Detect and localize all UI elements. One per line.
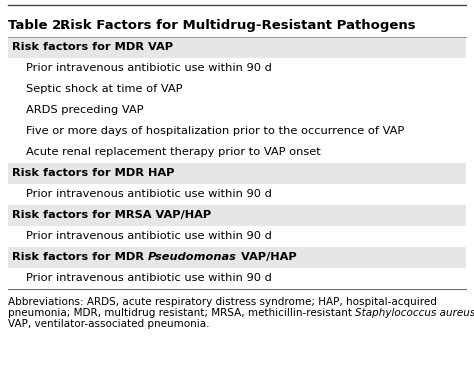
Text: Risk factors for MDR HAP: Risk factors for MDR HAP bbox=[12, 168, 174, 178]
Bar bbox=[8, 163, 466, 184]
Bar bbox=[8, 58, 466, 79]
Bar bbox=[8, 79, 466, 100]
Bar bbox=[8, 37, 466, 58]
Bar bbox=[8, 205, 466, 226]
Text: Risk factors for MRSA VAP/HAP: Risk factors for MRSA VAP/HAP bbox=[12, 210, 211, 220]
Text: Prior intravenous antibiotic use within 90 d: Prior intravenous antibiotic use within … bbox=[26, 63, 272, 73]
Text: Prior intravenous antibiotic use within 90 d: Prior intravenous antibiotic use within … bbox=[26, 273, 272, 283]
Text: VAP, ventilator-associated pneumonia.: VAP, ventilator-associated pneumonia. bbox=[8, 319, 210, 329]
Text: Risk factors for MDR: Risk factors for MDR bbox=[12, 252, 148, 262]
Text: Abbreviations: ARDS, acute respiratory distress syndrome; HAP, hospital-acquired: Abbreviations: ARDS, acute respiratory d… bbox=[8, 297, 437, 307]
Text: Septic shock at time of VAP: Septic shock at time of VAP bbox=[26, 84, 182, 94]
Bar bbox=[8, 184, 466, 205]
Bar bbox=[8, 247, 466, 268]
Text: Five or more days of hospitalization prior to the occurrence of VAP: Five or more days of hospitalization pri… bbox=[26, 126, 404, 136]
Text: Prior intravenous antibiotic use within 90 d: Prior intravenous antibiotic use within … bbox=[26, 231, 272, 241]
Text: Risk Factors for Multidrug-Resistant Pathogens: Risk Factors for Multidrug-Resistant Pat… bbox=[60, 19, 416, 32]
Text: Acute renal replacement therapy prior to VAP onset: Acute renal replacement therapy prior to… bbox=[26, 147, 321, 157]
Text: Risk factors for MDR VAP: Risk factors for MDR VAP bbox=[12, 42, 173, 52]
Text: Pseudomonas: Pseudomonas bbox=[148, 252, 237, 262]
Text: VAP/HAP: VAP/HAP bbox=[237, 252, 297, 262]
Bar bbox=[8, 142, 466, 163]
Bar bbox=[8, 100, 466, 121]
Text: Prior intravenous antibiotic use within 90 d: Prior intravenous antibiotic use within … bbox=[26, 189, 272, 199]
Bar bbox=[8, 121, 466, 142]
Bar bbox=[8, 268, 466, 289]
Bar bbox=[8, 226, 466, 247]
Text: ARDS preceding VAP: ARDS preceding VAP bbox=[26, 105, 144, 115]
Text: pneumonia; MDR, multidrug resistant; MRSA, methicillin-resistant: pneumonia; MDR, multidrug resistant; MRS… bbox=[8, 308, 355, 318]
Text: Staphylococcus aureus: Staphylococcus aureus bbox=[355, 308, 474, 318]
Text: Table 2.: Table 2. bbox=[8, 19, 66, 32]
